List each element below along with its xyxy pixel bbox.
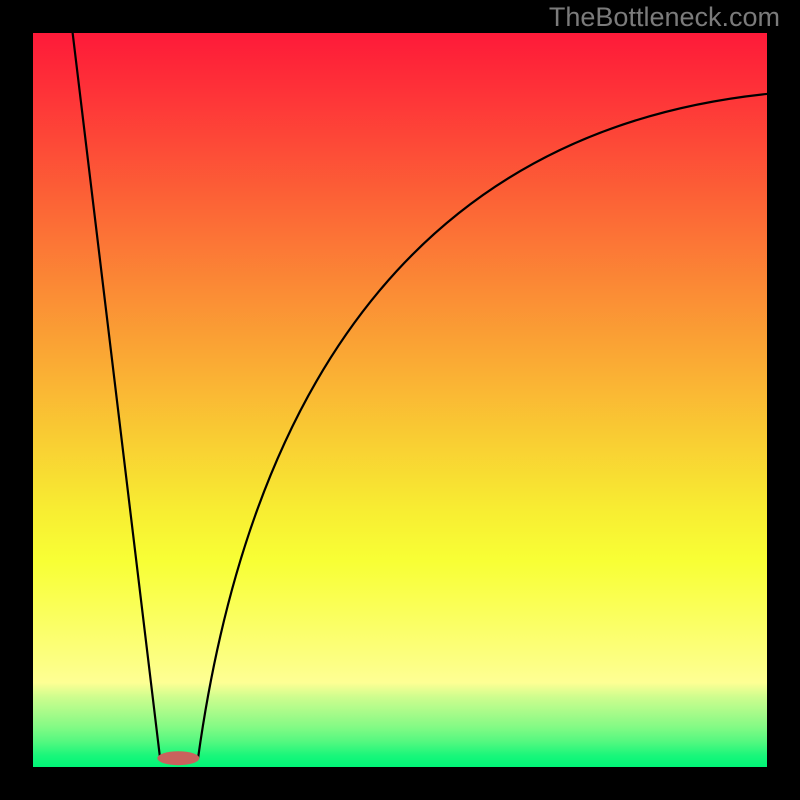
chart-container: TheBottleneck.com [0, 0, 800, 800]
watermark-text: TheBottleneck.com [549, 2, 780, 33]
optimal-marker [157, 751, 199, 765]
plot-area [33, 33, 767, 767]
gradient-background [33, 33, 767, 767]
